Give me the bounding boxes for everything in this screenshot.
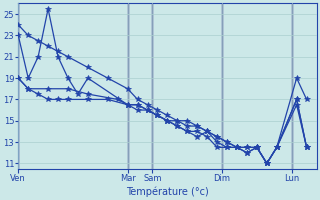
X-axis label: Température (°c): Température (°c) — [126, 186, 209, 197]
